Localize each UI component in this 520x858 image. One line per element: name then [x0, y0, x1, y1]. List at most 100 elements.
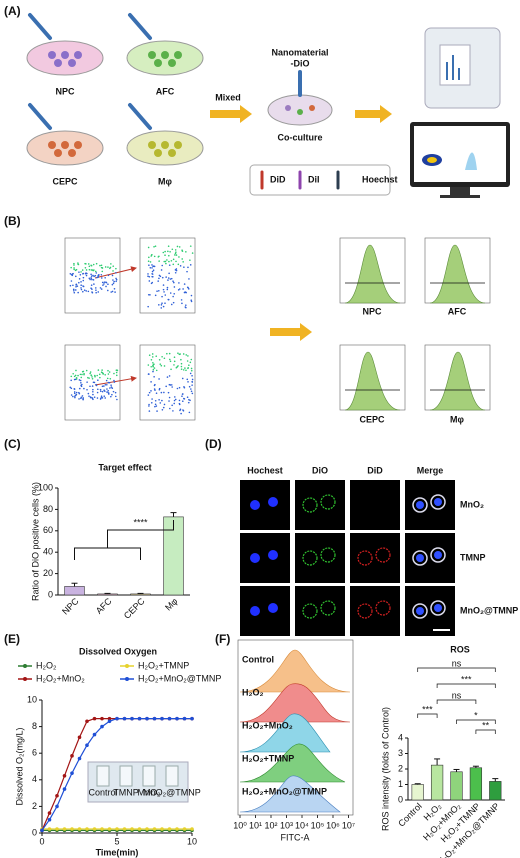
cell	[430, 494, 446, 510]
flow-dot	[189, 361, 192, 364]
flow-dot	[169, 278, 172, 280]
point	[175, 716, 179, 721]
flow-dot	[154, 403, 157, 406]
nucleus	[268, 550, 278, 560]
flow-dot	[78, 387, 81, 390]
flow-dot	[96, 276, 98, 279]
flow-dot	[191, 252, 194, 254]
flow-dot	[178, 402, 181, 405]
flow-dot	[92, 279, 95, 281]
flow-dot	[173, 286, 176, 288]
x-tick-label: 10⁷	[342, 820, 355, 830]
ridge-label: H₂O₂+TMNP	[242, 753, 294, 763]
flow-dot	[85, 263, 87, 265]
flow-dot	[97, 369, 100, 371]
flow-dot	[113, 288, 116, 290]
flow-dot	[170, 384, 173, 386]
flow-dot	[150, 381, 152, 383]
flow-dot	[89, 372, 91, 375]
flow-dot	[169, 360, 172, 363]
flow-dot	[79, 373, 82, 376]
flow-dot	[112, 279, 114, 281]
flow-dot	[169, 384, 172, 386]
flow-dot	[154, 245, 157, 247]
flow-dot	[92, 390, 94, 393]
column-header: Hochest	[247, 465, 283, 475]
flow-dot	[178, 282, 180, 284]
flow-dot	[113, 381, 116, 383]
flow-dot	[88, 395, 90, 398]
flow-dot	[153, 265, 155, 267]
flow-dot	[162, 288, 165, 291]
flow-dot	[100, 273, 103, 276]
flow-dot	[107, 373, 110, 375]
flow-dot	[78, 278, 81, 280]
point	[77, 735, 82, 740]
flow-dot	[167, 277, 170, 279]
flow-dot	[156, 290, 158, 292]
flow-dot	[92, 263, 95, 266]
x-tick-label: NPC	[60, 596, 81, 617]
y-tick-label: 10	[27, 694, 37, 704]
cell-label: AFC	[156, 86, 175, 96]
flow-dot	[70, 387, 73, 390]
flow-dot	[73, 289, 75, 292]
flow-dot	[191, 378, 194, 381]
flow-dot	[98, 373, 101, 376]
flow-dot	[85, 290, 88, 292]
flow-dot	[110, 263, 112, 265]
flow-dot	[181, 395, 183, 397]
point	[175, 827, 179, 831]
flow-dot	[190, 369, 193, 372]
flow-dot	[114, 395, 117, 398]
flow-dot	[150, 402, 153, 404]
significance: ***	[422, 704, 433, 714]
legend-marker	[23, 664, 27, 668]
point	[130, 827, 134, 831]
flow-dot	[82, 272, 85, 275]
flow-dot	[152, 269, 155, 271]
flow-dot	[155, 405, 158, 407]
bracket	[456, 719, 496, 724]
x-tick-label: 5	[114, 836, 119, 846]
nucleus	[250, 553, 260, 563]
flow-dot	[114, 391, 117, 394]
flow-dot	[87, 392, 90, 395]
flow-dot	[74, 395, 76, 398]
bracket	[475, 729, 496, 734]
flow-dot	[82, 276, 85, 279]
flow-dot	[78, 271, 80, 273]
flow-dot	[164, 260, 167, 263]
flow-dot	[113, 280, 115, 283]
flow-dot	[180, 412, 182, 415]
point	[100, 827, 104, 831]
flow-dot	[148, 256, 150, 259]
nucleus	[434, 551, 442, 559]
flow-dot	[152, 361, 154, 364]
flow-dot	[91, 278, 93, 281]
y-tick-label: 2	[398, 763, 403, 773]
flow-dot	[148, 373, 150, 375]
flow-dot	[179, 409, 181, 412]
legend-marker	[23, 677, 27, 681]
flow-dot	[76, 285, 79, 287]
flow-dot	[82, 398, 84, 401]
flow-dot	[157, 280, 160, 282]
x-axis-label: Time(min)	[96, 847, 139, 857]
flow-dot	[115, 271, 117, 274]
flow-dot	[159, 363, 162, 365]
histogram-label: CEPC	[359, 414, 385, 424]
flow-dot	[183, 386, 185, 388]
flow-dot	[161, 264, 164, 267]
flow-dot	[101, 281, 104, 284]
flow-dot	[90, 269, 93, 271]
flow-dot	[153, 255, 156, 258]
flow-dot	[79, 274, 82, 276]
flow-dot	[164, 250, 166, 253]
flow-dot	[100, 277, 103, 279]
bar	[430, 764, 444, 801]
point	[122, 827, 127, 831]
flow-dot	[184, 291, 187, 294]
micrograph	[240, 586, 290, 636]
flow-dot	[151, 398, 153, 400]
